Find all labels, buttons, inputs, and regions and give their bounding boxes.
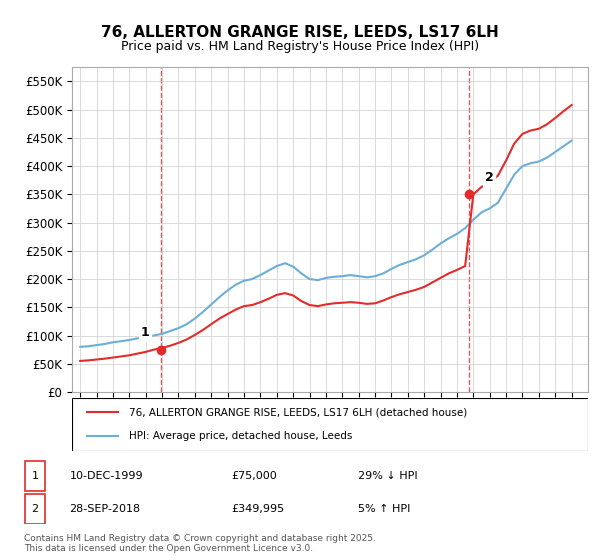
- Text: 10-DEC-1999: 10-DEC-1999: [70, 471, 143, 481]
- Text: 76, ALLERTON GRANGE RISE, LEEDS, LS17 6LH (detached house): 76, ALLERTON GRANGE RISE, LEEDS, LS17 6L…: [129, 408, 467, 418]
- FancyBboxPatch shape: [72, 398, 588, 451]
- Text: 29% ↓ HPI: 29% ↓ HPI: [358, 471, 417, 481]
- Text: 2: 2: [31, 504, 38, 514]
- Text: 1: 1: [140, 326, 149, 339]
- Text: 2: 2: [485, 171, 493, 184]
- FancyBboxPatch shape: [25, 461, 46, 491]
- Text: Contains HM Land Registry data © Crown copyright and database right 2025.
This d: Contains HM Land Registry data © Crown c…: [24, 534, 376, 553]
- Text: £349,995: £349,995: [231, 504, 284, 514]
- Text: HPI: Average price, detached house, Leeds: HPI: Average price, detached house, Leed…: [129, 431, 352, 441]
- Text: 5% ↑ HPI: 5% ↑ HPI: [358, 504, 410, 514]
- Text: 1: 1: [32, 471, 38, 481]
- Text: Price paid vs. HM Land Registry's House Price Index (HPI): Price paid vs. HM Land Registry's House …: [121, 40, 479, 53]
- Text: 76, ALLERTON GRANGE RISE, LEEDS, LS17 6LH: 76, ALLERTON GRANGE RISE, LEEDS, LS17 6L…: [101, 25, 499, 40]
- FancyBboxPatch shape: [25, 494, 46, 524]
- Text: £75,000: £75,000: [231, 471, 277, 481]
- Text: 28-SEP-2018: 28-SEP-2018: [70, 504, 141, 514]
